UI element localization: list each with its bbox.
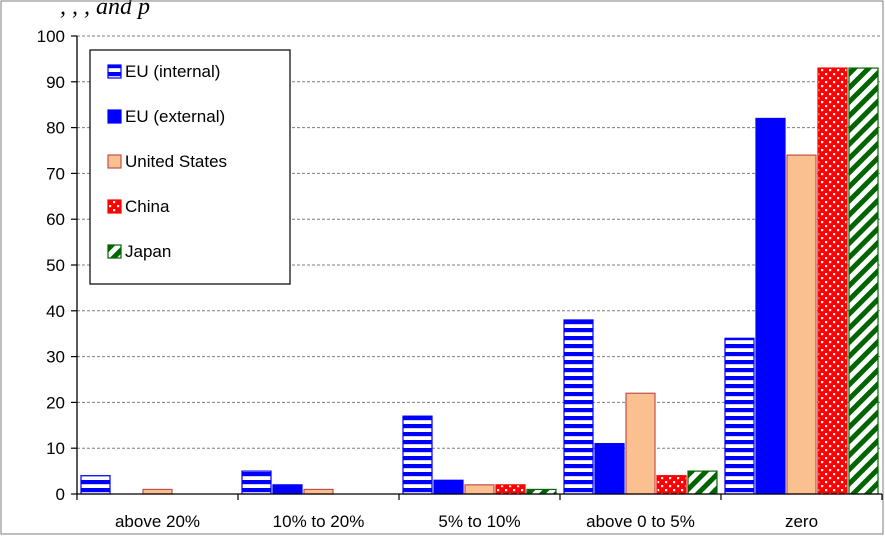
legend: EU (internal) EU (external) United States C… (89, 49, 291, 285)
x-axis-ticks: above 20% 10% to 20% 5% to 10% above 0 to 5… (76, 494, 883, 531)
y-tick-label: 20 (46, 393, 65, 412)
bar-china-2 (495, 484, 526, 495)
x-tick-label: above 0 to 5% (586, 512, 695, 531)
legend-label: EU (internal) (125, 62, 220, 81)
x-tick-label: zero (785, 512, 818, 531)
bar-united-states-0 (142, 488, 173, 495)
bar-eu-internal-0 (80, 475, 111, 495)
bar-united-states-1 (303, 488, 334, 495)
legend-swatch (107, 199, 122, 214)
y-tick-label: 90 (46, 73, 65, 92)
x-tick-label: above 20% (115, 512, 200, 531)
legend-swatch (107, 154, 122, 169)
y-tick-label: 80 (46, 119, 65, 138)
legend-label: United States (125, 152, 227, 171)
bar-china-3 (656, 475, 687, 495)
bar-united-states-4 (786, 154, 817, 495)
legend-label: Japan (125, 242, 171, 261)
bar-eu-internal-4 (724, 337, 755, 495)
y-tick-label: 50 (46, 256, 65, 275)
y-tick-label: 70 (46, 164, 65, 183)
bar-china-4 (817, 67, 848, 495)
y-tick-label: 100 (37, 27, 65, 46)
y-tick-label: 40 (46, 302, 65, 321)
legend-label: EU (external) (125, 107, 225, 126)
legend-box (89, 49, 291, 285)
y-tick-label: 30 (46, 348, 65, 367)
y-tick-label: 10 (46, 439, 65, 458)
legend-label: China (125, 197, 170, 216)
header-fragment: , , , and p (60, 0, 150, 20)
bar-united-states-2 (464, 484, 495, 495)
y-tick-label: 60 (46, 210, 65, 229)
x-tick-label: 10% to 20% (273, 512, 365, 531)
y-tick-label: 0 (56, 485, 65, 504)
bar-eu-external-3 (594, 443, 625, 495)
bar-eu-external-2 (433, 479, 464, 495)
bar-eu-internal-2 (402, 415, 433, 495)
legend-swatch (107, 64, 122, 79)
bar-eu-internal-1 (241, 470, 272, 495)
bar-eu-external-1 (272, 484, 303, 495)
bar-japan-4 (848, 67, 879, 495)
bar-united-states-3 (625, 392, 656, 495)
x-tick-label: 5% to 10% (438, 512, 520, 531)
legend-swatch (107, 109, 122, 124)
bars (80, 67, 879, 495)
legend-swatch (107, 244, 122, 259)
bar-japan-2 (526, 488, 557, 495)
bar-eu-internal-3 (563, 319, 594, 495)
bar-japan-3 (687, 470, 718, 495)
y-axis-ticks: 0 10 20 30 40 50 60 70 80 90 100 (37, 27, 77, 504)
bar-eu-external-4 (755, 117, 786, 495)
